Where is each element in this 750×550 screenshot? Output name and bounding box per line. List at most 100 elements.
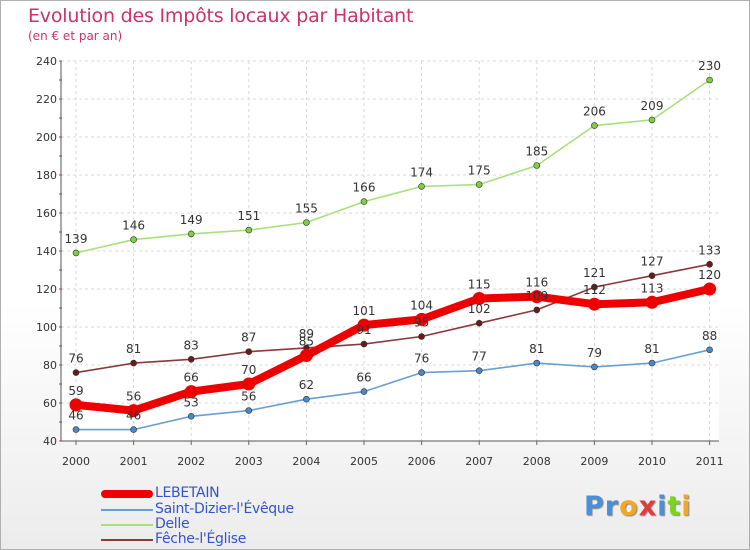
data-point-delle	[591, 122, 598, 129]
data-point-lebetain	[645, 295, 659, 309]
data-label-f-che-l-glise: 95	[414, 316, 429, 330]
data-point-saint-dizier-l-v-que	[533, 359, 541, 367]
data-point-lebetain	[415, 312, 429, 326]
data-label-f-che-l-glise: 109	[525, 289, 548, 303]
data-point-f-che-l-glise	[475, 319, 483, 327]
x-tick-label: 2001	[120, 455, 148, 468]
x-tick-label: 2006	[408, 455, 436, 468]
x-tick-label: 2010	[638, 455, 666, 468]
logo-letter: i	[681, 491, 692, 522]
data-label-lebetain: 56	[126, 390, 141, 404]
data-point-delle	[130, 236, 137, 243]
y-tick-label: 40	[43, 435, 57, 448]
data-label-f-che-l-glise: 87	[241, 331, 256, 345]
data-label-lebetain: 115	[468, 278, 491, 292]
legend-swatch-delle	[101, 524, 153, 526]
y-tick-label: 240	[36, 55, 57, 68]
data-point-f-che-l-glise	[533, 306, 541, 314]
legend-label-lebetain: LEBETAIN	[155, 485, 220, 501]
legend-swatch-feche	[101, 539, 153, 541]
y-tick-label: 80	[43, 359, 57, 372]
data-label-saint-dizier-l-v-que: 88	[702, 329, 717, 343]
legend-label-feche: Fêche-l'Église	[155, 531, 247, 547]
data-point-delle	[303, 219, 310, 226]
data-point-delle	[706, 76, 713, 84]
data-point-delle	[187, 230, 195, 238]
data-label-delle: 206	[583, 105, 606, 119]
data-label-lebetain: 112	[583, 283, 606, 297]
chart-title: Evolution des Impôts locaux par Habitant	[28, 5, 414, 27]
x-tick-label: 2005	[350, 455, 378, 468]
data-label-f-che-l-glise: 83	[184, 338, 199, 352]
data-label-saint-dizier-l-v-que: 81	[644, 342, 659, 356]
series-line-delle	[75, 79, 711, 254]
data-point-saint-dizier-l-v-que	[418, 369, 425, 376]
x-tick-label: 2003	[235, 455, 263, 468]
series-line-f-che-l-glise	[75, 263, 711, 374]
legend-label-saint-dizier: Saint-Dizier-l'Évêque	[155, 501, 294, 517]
data-point-f-che-l-glise	[706, 260, 713, 268]
y-tick-label: 220	[36, 93, 57, 106]
data-point-delle	[648, 116, 656, 124]
data-label-lebetain: 59	[68, 384, 83, 398]
data-label-delle: 174	[410, 165, 433, 179]
y-tick-label: 180	[36, 169, 57, 182]
data-point-saint-dizier-l-v-que	[245, 407, 253, 414]
y-tick-label: 200	[36, 131, 57, 144]
data-point-delle	[245, 226, 253, 234]
logo-letter: t	[667, 491, 682, 522]
data-point-saint-dizier-l-v-que	[706, 346, 713, 354]
data-point-saint-dizier-l-v-que	[187, 412, 195, 420]
data-label-f-che-l-glise: 89	[299, 327, 314, 341]
data-point-lebetain	[587, 297, 601, 311]
y-tick-label: 120	[36, 283, 57, 296]
logo-letter: r	[604, 491, 620, 522]
data-point-f-che-l-glise	[245, 348, 253, 356]
y-tick-label: 60	[43, 397, 57, 410]
data-label-f-che-l-glise: 127	[641, 255, 664, 269]
legend-swatch-saint-dizier	[101, 509, 153, 511]
data-label-f-che-l-glise: 81	[126, 342, 141, 356]
data-label-lebetain: 120	[698, 268, 721, 282]
data-label-delle: 139	[65, 232, 88, 246]
data-label-delle: 209	[641, 99, 664, 113]
data-point-delle	[72, 249, 80, 257]
data-point-lebetain	[127, 404, 141, 418]
data-point-delle	[475, 181, 483, 188]
data-label-f-che-l-glise: 76	[68, 352, 83, 366]
legend-swatch-lebetain	[101, 490, 153, 498]
data-label-f-che-l-glise: 91	[356, 323, 371, 337]
x-tick-label: 2002	[177, 455, 205, 468]
data-point-lebetain	[357, 318, 371, 332]
data-label-saint-dizier-l-v-que: 77	[472, 350, 487, 364]
data-label-saint-dizier-l-v-que: 53	[184, 395, 199, 409]
data-point-saint-dizier-l-v-que	[303, 395, 310, 403]
data-point-saint-dizier-l-v-que	[360, 388, 368, 395]
data-point-saint-dizier-l-v-que	[130, 426, 137, 433]
data-label-saint-dizier-l-v-que: 46	[126, 409, 141, 423]
x-tick-label: 2004	[292, 455, 320, 468]
data-label-f-che-l-glise: 121	[583, 266, 606, 280]
data-label-f-che-l-glise: 102	[468, 302, 491, 316]
chart-subtitle: (en € et par an)	[28, 29, 123, 43]
data-point-f-che-l-glise	[187, 355, 195, 363]
x-tick-label: 2007	[465, 455, 493, 468]
data-point-f-che-l-glise	[130, 359, 137, 367]
data-point-lebetain	[69, 398, 83, 412]
logo-letter: P	[584, 491, 605, 522]
data-label-saint-dizier-l-v-que: 81	[529, 342, 544, 356]
data-point-saint-dizier-l-v-que	[475, 367, 483, 375]
data-label-saint-dizier-l-v-que: 46	[68, 409, 83, 423]
data-point-lebetain	[530, 290, 544, 304]
data-label-lebetain: 116	[525, 276, 548, 290]
data-label-saint-dizier-l-v-que: 62	[299, 378, 314, 392]
x-tick-label: 2008	[523, 455, 551, 468]
data-label-delle: 185	[525, 145, 548, 159]
data-label-delle: 149	[180, 213, 203, 227]
data-label-lebetain: 101	[353, 304, 376, 318]
data-point-lebetain	[703, 282, 717, 296]
x-tick-label: 2000	[62, 455, 90, 468]
data-point-saint-dizier-l-v-que	[72, 426, 80, 433]
data-label-lebetain: 66	[184, 371, 199, 385]
